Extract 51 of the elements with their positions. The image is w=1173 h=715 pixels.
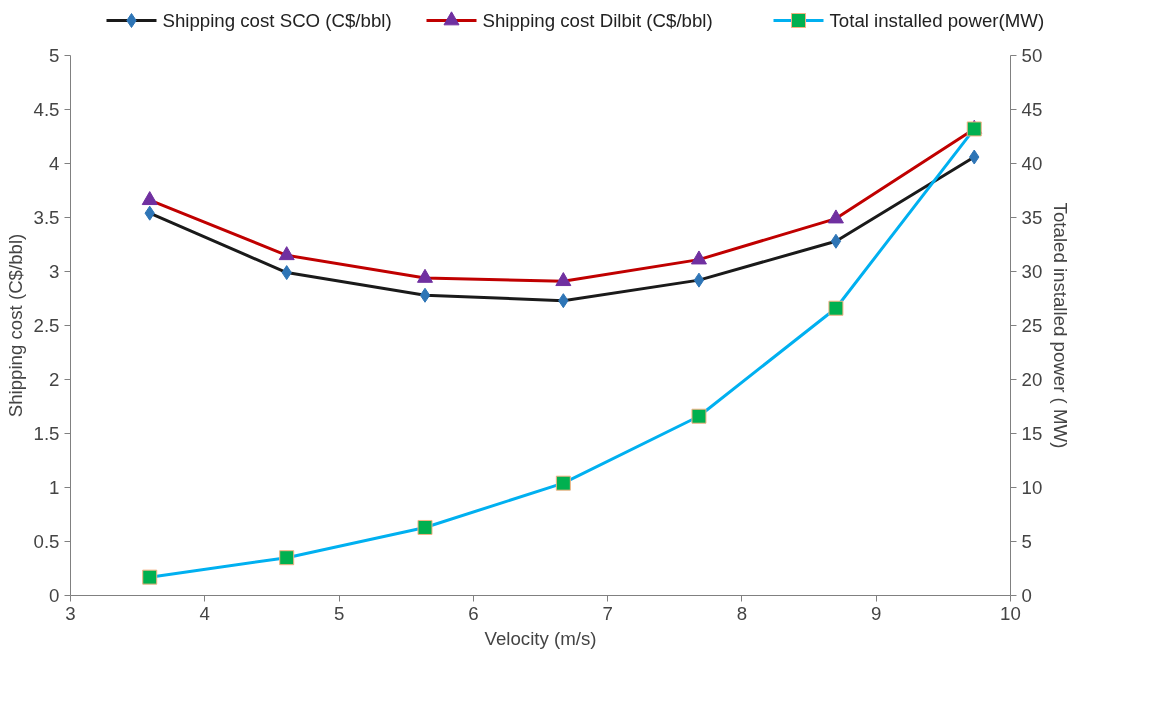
y2-tick-label: 0	[1021, 585, 1032, 606]
y2-tick-label: 5	[1021, 531, 1032, 552]
y2-tick-label: 50	[1021, 45, 1043, 66]
point	[555, 475, 571, 491]
legend-label: Shipping cost SCO (C$/bbl)	[162, 10, 392, 31]
y-tick-label: 2	[49, 369, 60, 390]
point	[691, 408, 707, 424]
point	[279, 550, 295, 566]
y-tick-label: 3.5	[33, 207, 60, 228]
y-tick-label: 0.5	[33, 531, 60, 552]
y-tick-label: 3	[49, 261, 60, 282]
x-tick-label: 3	[65, 602, 76, 624]
y-tick-label: 1	[49, 477, 60, 498]
x-tick-label: 10	[1000, 602, 1021, 624]
point	[278, 246, 295, 261]
x-tick-label: 7	[602, 602, 613, 624]
y2-tick-label: 45	[1021, 99, 1043, 120]
point	[830, 233, 842, 249]
y2-tick-label: 20	[1021, 369, 1043, 390]
point	[417, 268, 434, 283]
x-tick-label: 6	[468, 602, 479, 624]
point	[419, 287, 431, 303]
legend-label: Shipping cost Dilbit (C$/bbl)	[482, 10, 713, 31]
y-tick-label: 2.5	[33, 315, 60, 336]
y2-tick-label: 30	[1021, 261, 1043, 282]
y2-axis-title: Totaled installed power ( MW)	[1050, 202, 1072, 449]
x-tick-label: 9	[871, 602, 882, 624]
y-tick-label: 4.5	[33, 99, 60, 120]
y-tick-label: 4	[49, 153, 60, 174]
y-tick-label: 0	[49, 585, 60, 606]
point	[828, 300, 844, 316]
point	[690, 250, 707, 265]
x-axis-title: Velocity (m/s)	[484, 627, 597, 649]
point	[417, 519, 433, 535]
legend-label: Total installed power(MW)	[829, 10, 1045, 31]
point	[142, 569, 158, 585]
point	[827, 209, 844, 224]
point	[555, 272, 572, 287]
y2-tick-label: 10	[1021, 477, 1043, 498]
y-tick-label: 5	[49, 45, 60, 66]
y2-tick-label: 25	[1021, 315, 1043, 336]
y2-tick-label: 35	[1021, 207, 1043, 228]
point	[693, 272, 705, 288]
point	[141, 191, 158, 206]
x-tick-label: 4	[199, 602, 210, 624]
y-tick-label: 1.5	[33, 423, 60, 444]
x-tick-label: 8	[736, 602, 748, 624]
y2-tick-label: 15	[1021, 423, 1043, 444]
x-tick-label: 5	[333, 602, 345, 624]
y2-tick-label: 40	[1021, 153, 1043, 174]
y-axis-title: Shipping cost (C$/bbl)	[4, 233, 26, 418]
